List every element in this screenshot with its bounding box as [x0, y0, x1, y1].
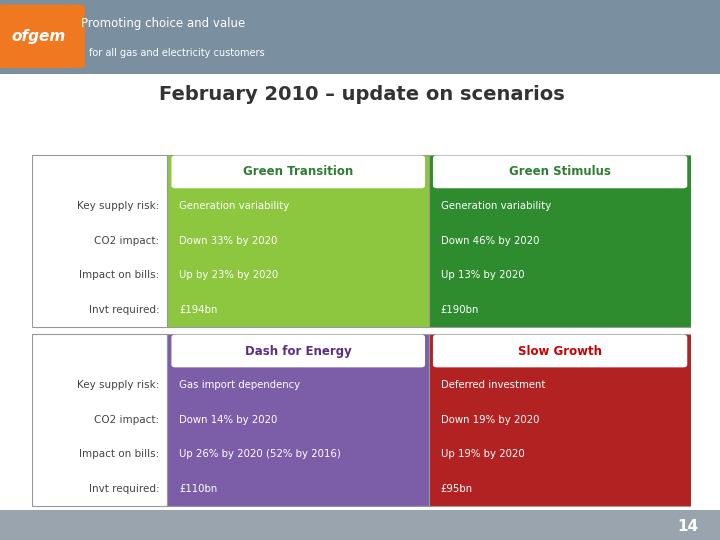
- Text: Key supply risk:: Key supply risk:: [77, 201, 160, 211]
- Text: Generation variability: Generation variability: [179, 201, 289, 211]
- FancyBboxPatch shape: [433, 335, 688, 367]
- Text: Impact on bills:: Impact on bills:: [79, 449, 160, 460]
- Text: £190bn: £190bn: [441, 305, 480, 315]
- Text: Invt required:: Invt required:: [89, 305, 160, 315]
- Text: Down 14% by 2020: Down 14% by 2020: [179, 415, 278, 425]
- Text: Green Stimulus: Green Stimulus: [509, 165, 611, 178]
- FancyBboxPatch shape: [0, 4, 85, 68]
- Bar: [429, 334, 691, 506]
- Bar: [168, 334, 429, 506]
- FancyBboxPatch shape: [171, 156, 425, 188]
- Text: Up 13% by 2020: Up 13% by 2020: [441, 270, 524, 280]
- Text: for all gas and electricity customers: for all gas and electricity customers: [89, 48, 264, 58]
- Text: Generation variability: Generation variability: [441, 201, 551, 211]
- Text: £194bn: £194bn: [179, 305, 217, 315]
- Text: Green Transition: Green Transition: [243, 165, 354, 178]
- Text: ofgem: ofgem: [11, 29, 66, 44]
- Bar: [168, 154, 429, 327]
- Text: Key supply risk:: Key supply risk:: [77, 381, 160, 390]
- Text: Promoting choice and value: Promoting choice and value: [81, 17, 246, 30]
- Text: Down 19% by 2020: Down 19% by 2020: [441, 415, 539, 425]
- FancyBboxPatch shape: [433, 156, 688, 188]
- Text: Up 19% by 2020: Up 19% by 2020: [441, 449, 525, 460]
- Text: Down 33% by 2020: Down 33% by 2020: [179, 236, 278, 246]
- Text: Up by 23% by 2020: Up by 23% by 2020: [179, 270, 279, 280]
- Bar: [429, 154, 691, 327]
- Text: 14: 14: [678, 519, 698, 534]
- FancyBboxPatch shape: [171, 335, 425, 367]
- Bar: [32, 154, 168, 327]
- Bar: [32, 334, 168, 506]
- Text: Down 46% by 2020: Down 46% by 2020: [441, 236, 539, 246]
- Text: Gas import dependency: Gas import dependency: [179, 381, 300, 390]
- Text: CO2 impact:: CO2 impact:: [94, 236, 160, 246]
- Text: CO2 impact:: CO2 impact:: [94, 415, 160, 425]
- Text: £110bn: £110bn: [179, 484, 217, 494]
- Text: Slow Growth: Slow Growth: [518, 345, 602, 357]
- Text: £95bn: £95bn: [441, 484, 473, 494]
- Text: Up 26% by 2020 (52% by 2016): Up 26% by 2020 (52% by 2016): [179, 449, 341, 460]
- Text: Dash for Energy: Dash for Energy: [245, 345, 351, 357]
- Text: Deferred investment: Deferred investment: [441, 381, 545, 390]
- Text: February 2010 – update on scenarios: February 2010 – update on scenarios: [159, 85, 564, 104]
- Text: Impact on bills:: Impact on bills:: [79, 270, 160, 280]
- Text: Invt required:: Invt required:: [89, 484, 160, 494]
